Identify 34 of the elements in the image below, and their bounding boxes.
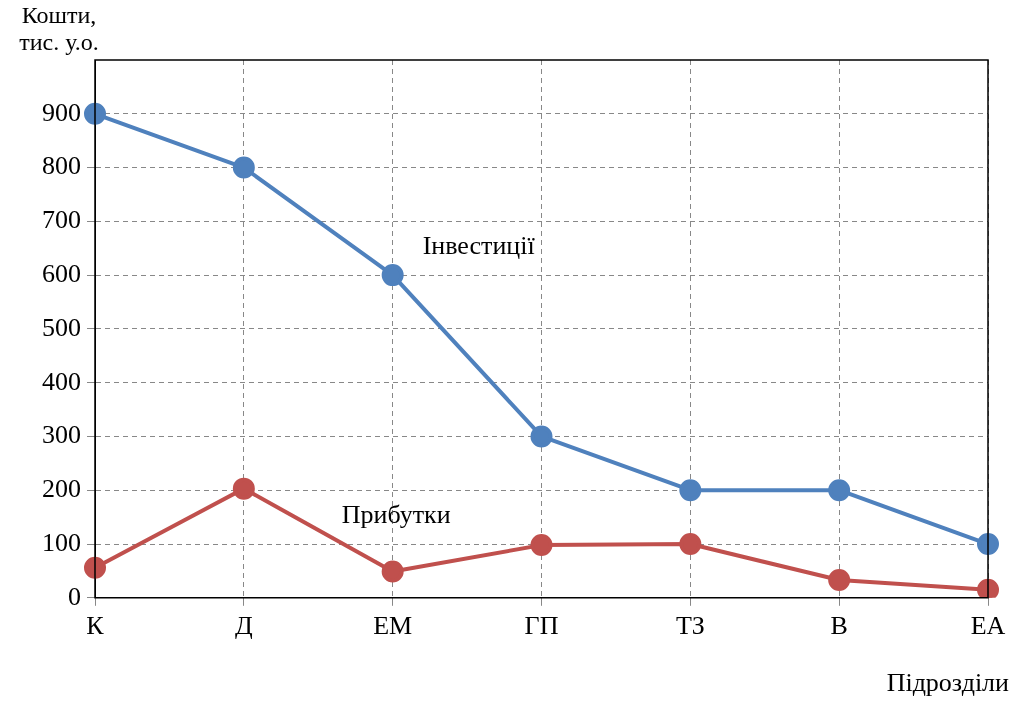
point bbox=[530, 534, 553, 557]
y-tick-label: 200 bbox=[42, 474, 81, 504]
y-tick-label: 700 bbox=[42, 205, 81, 235]
x-tick-label: ТЗ bbox=[675, 611, 705, 641]
y-tick-label: 600 bbox=[42, 258, 81, 288]
series-label: Інвестиції bbox=[422, 230, 536, 260]
y-tick-label: 0 bbox=[68, 581, 81, 611]
series-label: Прибутки bbox=[341, 500, 451, 530]
x-tick-label: ЕА bbox=[970, 611, 1006, 641]
point bbox=[381, 560, 404, 583]
x-tick-label: ГП bbox=[524, 611, 559, 641]
y-tick-label: 900 bbox=[42, 97, 81, 127]
x-tick-label: К bbox=[86, 611, 105, 641]
x-axis-title: Підрозділи bbox=[886, 668, 1009, 698]
x-tick-label: ЕМ bbox=[373, 611, 413, 641]
x-tick-label: Д bbox=[234, 611, 253, 641]
point bbox=[530, 425, 553, 448]
x-tick-label: В bbox=[830, 611, 848, 641]
point bbox=[828, 479, 851, 502]
point bbox=[679, 533, 702, 556]
y-axis-title: Кошти, тис. у.о. bbox=[18, 2, 100, 56]
point bbox=[232, 156, 255, 179]
y-tick-label: 500 bbox=[42, 312, 81, 342]
point bbox=[679, 479, 702, 502]
y-tick-label: 100 bbox=[42, 527, 81, 557]
y-tick-label: 800 bbox=[42, 151, 81, 181]
point bbox=[232, 477, 255, 500]
point bbox=[828, 569, 851, 592]
y-tick-label: 300 bbox=[42, 420, 81, 450]
y-tick-label: 400 bbox=[42, 366, 81, 396]
point bbox=[381, 264, 404, 287]
point bbox=[84, 556, 106, 579]
point bbox=[977, 533, 999, 556]
point bbox=[84, 102, 106, 125]
